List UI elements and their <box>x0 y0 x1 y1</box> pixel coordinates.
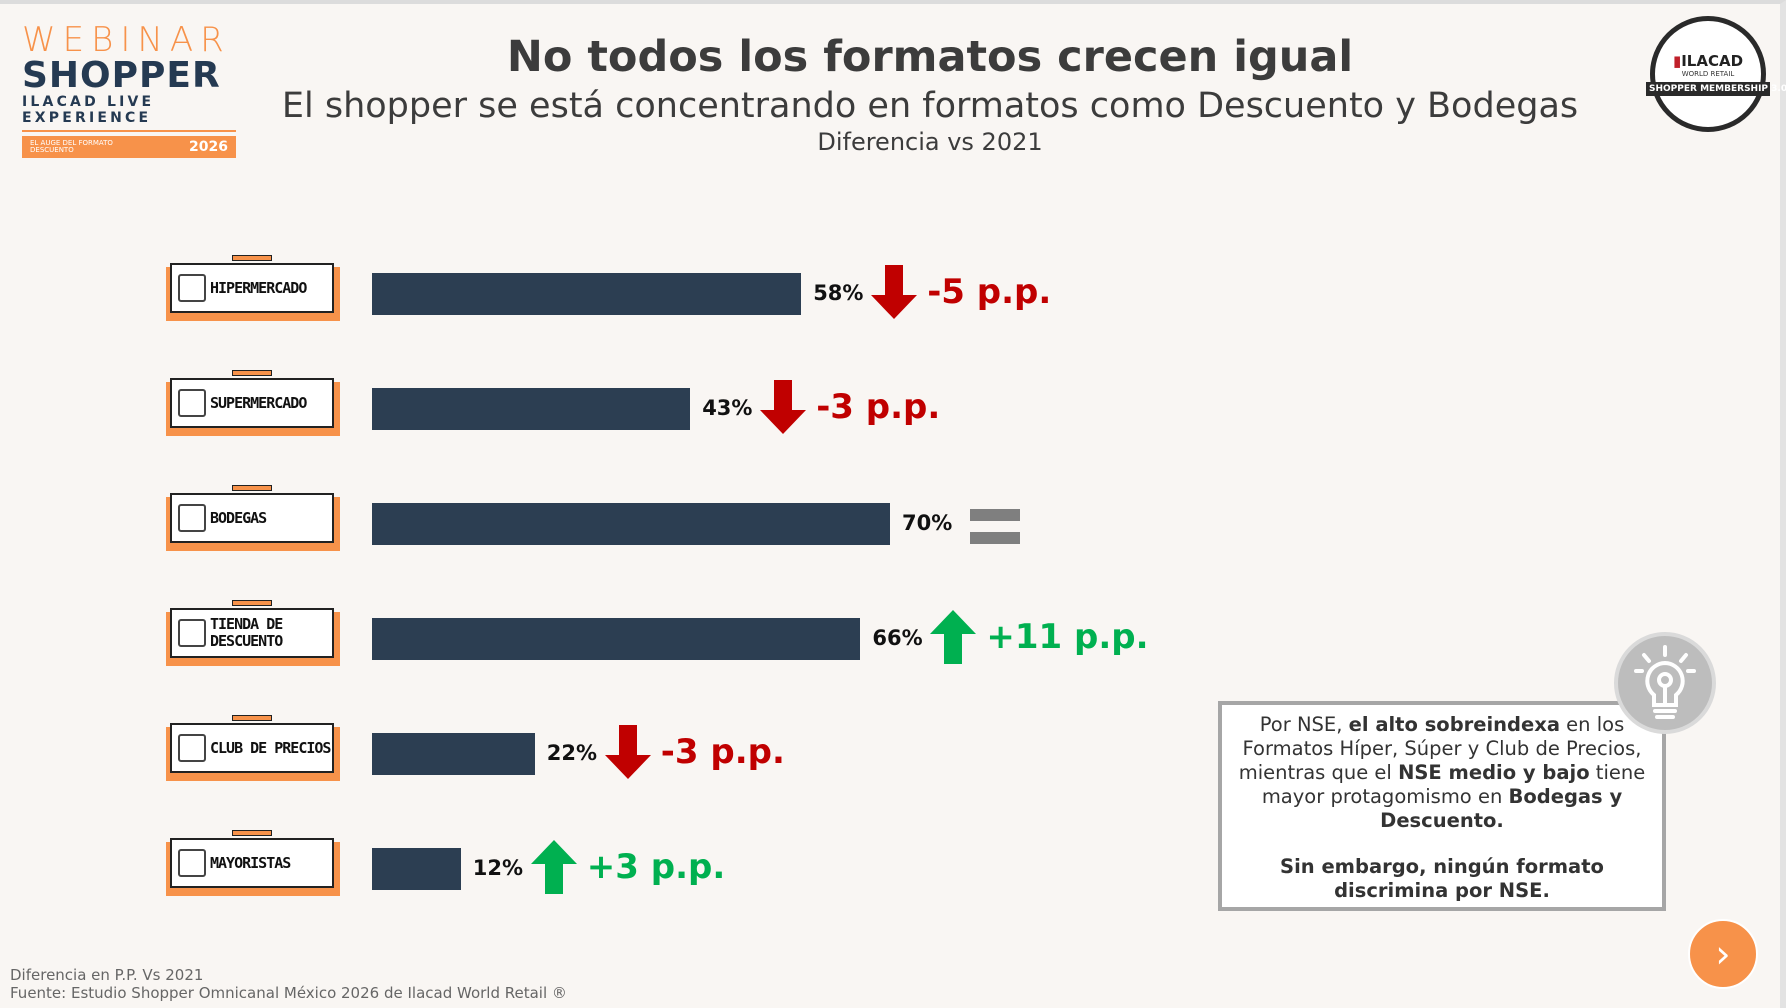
footnote: Diferencia en P.P. Vs 2021 <box>10 966 204 984</box>
source-note: Fuente: Estudio Shopper Omnicanal México… <box>10 984 567 1002</box>
bar <box>372 618 861 660</box>
info-bold: NSE medio y bajo <box>1398 761 1590 784</box>
value-label: 43% <box>702 396 753 420</box>
chart-row: CLUB DE PRECIOS 22% -3 p.p. <box>0 715 1200 781</box>
delta-label: -3 p.p. <box>816 387 941 427</box>
info-text: tiene mayor protagomismo en <box>1261 761 1646 808</box>
chart-row: HIPERMERCADO 58% -5 p.p. <box>0 255 1200 321</box>
arrow-down-icon <box>760 380 807 434</box>
format-label: BODEGAS <box>166 485 340 551</box>
value-label: 12% <box>472 856 524 880</box>
value-label: 58% <box>813 281 864 305</box>
no-change-icon <box>970 509 1020 545</box>
badge-brand2: WORLD RETAIL <box>1681 70 1735 78</box>
arrow-up-icon <box>930 610 977 664</box>
logo-year: 2026 <box>189 139 228 155</box>
membership-badge: ▮ILACAD WORLD RETAIL SHOPPER MEMBERSHIP … <box>1646 16 1786 132</box>
bar <box>372 273 802 315</box>
arrow-down-icon <box>871 265 918 319</box>
format-name: BODEGAS <box>210 508 267 527</box>
value-label: 22% <box>546 741 598 765</box>
info-bold: el alto sobreindexa <box>1348 713 1560 736</box>
format-label: TIENDA DE DESCUENTO <box>166 600 340 666</box>
format-label: SUPERMERCADO <box>166 370 340 436</box>
bar <box>372 733 535 775</box>
delta-label: +11 p.p. <box>986 617 1149 657</box>
bar <box>372 848 461 890</box>
delta-label: +3 p.p. <box>586 847 726 887</box>
webinar-logo: WEBINAR SHOPPER ILACAD LIVE EXPERIENCE E… <box>22 22 236 158</box>
chart-row: TIENDA DE DESCUENTO 66% +11 p.p. <box>0 600 1200 666</box>
bar <box>372 388 691 430</box>
insight-box: Por NSE, el alto sobreindexa en los Form… <box>1218 701 1666 911</box>
delta-label: -5 p.p. <box>927 272 1052 312</box>
store-icon <box>178 734 206 762</box>
store-icon <box>178 504 206 532</box>
lightbulb-icon <box>1614 632 1716 734</box>
store-icon <box>178 389 206 417</box>
chart-row: BODEGAS 70% <box>0 485 1200 551</box>
info-text: en los Formatos Híper, Súper y Club de P… <box>1238 713 1642 784</box>
logo-band: EL AUGE DEL FORMATO DESCUENTO 2026 <box>22 136 236 158</box>
info-bold: Bodegas y Descuento. <box>1380 785 1623 832</box>
delta-label: -3 p.p. <box>660 732 785 772</box>
format-label: CLUB DE PRECIOS <box>166 715 340 781</box>
badge-brand: ▮ILACAD <box>1672 52 1744 70</box>
store-icon <box>178 619 206 647</box>
format-name: SUPERMERCADO <box>210 393 307 412</box>
store-icon <box>178 274 206 302</box>
info-text: Por NSE, <box>1259 713 1349 736</box>
format-name: CLUB DE PRECIOS <box>210 738 331 757</box>
page-title: No todos los formatos crecen igual <box>506 32 1354 82</box>
page-subtitle: El shopper se está concentrando en forma… <box>281 86 1579 126</box>
format-name: TIENDA DE DESCUENTO <box>210 615 283 650</box>
value-label: 70% <box>902 511 953 535</box>
format-name: HIPERMERCADO <box>210 278 307 297</box>
info-conclusion: Sin embargo, ningún formato discrimina p… <box>1280 855 1604 902</box>
store-icon <box>178 849 206 877</box>
chart-row: MAYORISTAS 12% +3 p.p. <box>0 830 1200 896</box>
logo-subtitle: ILACAD LIVE EXPERIENCE <box>22 94 236 132</box>
value-label: 66% <box>872 626 923 650</box>
arrow-down-icon <box>604 725 651 779</box>
logo-tagline: EL AUGE DEL FORMATO DESCUENTO <box>30 139 113 154</box>
logo-webinar: WEBINAR <box>22 20 231 60</box>
page-note: Diferencia vs 2021 <box>817 128 1043 156</box>
arrow-up-icon <box>530 840 577 894</box>
format-name: MAYORISTAS <box>210 853 291 872</box>
bar <box>372 503 890 545</box>
next-slide-button[interactable]: › <box>1688 919 1758 989</box>
chart-row: SUPERMERCADO 43% -3 p.p. <box>0 370 1200 436</box>
logo-shopper: SHOPPER <box>22 55 221 96</box>
format-label: HIPERMERCADO <box>166 255 340 321</box>
chevron-right-icon: › <box>1715 932 1731 976</box>
format-label: MAYORISTAS <box>166 830 340 896</box>
badge-ribbon: SHOPPER MEMBERSHIP 3.0 <box>1646 82 1786 96</box>
